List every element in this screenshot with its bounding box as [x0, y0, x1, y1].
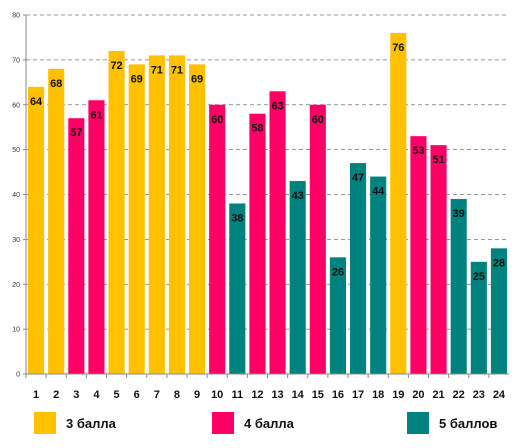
x-tick-label: 15 — [312, 389, 324, 401]
bar — [209, 104, 226, 374]
data-label: 60 — [211, 114, 223, 126]
y-tick-label: 10 — [12, 327, 20, 334]
bar — [68, 118, 85, 375]
data-label: 39 — [453, 208, 465, 220]
data-label: 76 — [392, 42, 404, 54]
bar — [88, 100, 105, 374]
bar — [148, 55, 165, 374]
legend-swatch-3 — [34, 412, 56, 434]
y-tick-label: 20 — [12, 282, 20, 289]
data-label: 69 — [131, 73, 143, 85]
x-tick-label: 12 — [251, 389, 263, 401]
legend-label-3: 3 балла — [66, 415, 116, 431]
data-label: 51 — [432, 154, 444, 166]
legend-label-5: 5 баллов — [439, 415, 498, 431]
x-tick-label: 10 — [211, 389, 223, 401]
bar — [329, 257, 346, 374]
x-tick-label: 7 — [154, 389, 160, 401]
y-tick-label: 70 — [12, 57, 20, 64]
data-label: 69 — [191, 73, 203, 85]
x-tick-label: 20 — [412, 389, 424, 401]
x-tick-label: 18 — [372, 389, 384, 401]
bar — [28, 86, 45, 375]
x-tick-label: 16 — [332, 389, 344, 401]
data-label: 61 — [90, 109, 102, 121]
legend-item-5: 5 баллов — [407, 410, 497, 436]
legend-item-4: 4 балла — [212, 410, 294, 436]
bar — [450, 198, 467, 374]
legend-item-3: 3 балла — [34, 410, 116, 436]
bar — [390, 32, 407, 374]
y-tick-label: 0 — [16, 372, 20, 379]
data-labels: 64 68 57 61 72 69 71 71 69 60 38 58 63 43 60 26 47 44 76 53… — [30, 42, 505, 283]
x-tick-label: 4 — [93, 389, 100, 401]
y-tick-label: 50 — [12, 147, 20, 154]
x-tick-label: 14 — [292, 389, 305, 401]
grid-lines — [26, 14, 509, 330]
x-tick-label: 11 — [231, 389, 243, 401]
x-tick-label: 17 — [352, 389, 364, 401]
x-tick-label: 5 — [114, 389, 120, 401]
y-tick-label: 40 — [12, 192, 20, 199]
data-label: 64 — [30, 96, 43, 108]
bar — [108, 50, 125, 375]
data-label: 44 — [372, 186, 385, 198]
bar — [430, 145, 447, 374]
data-label: 53 — [412, 145, 424, 157]
data-label: 43 — [292, 190, 304, 202]
bar — [470, 261, 487, 374]
x-tick-label: 19 — [392, 389, 404, 401]
data-label: 28 — [493, 257, 505, 269]
x-tick-label: 8 — [174, 389, 180, 401]
data-label: 68 — [50, 78, 62, 90]
data-label: 25 — [473, 271, 485, 283]
bar — [189, 64, 206, 375]
x-axis-ticks: 1 2 3 4 5 6 7 8 9 10 11 12 13 14 15 16 17 18 19 20 21 22 23 24 — [25, 374, 506, 401]
legend-swatch-5 — [407, 412, 429, 434]
x-tick-label: 21 — [432, 389, 444, 401]
x-tick-label: 1 — [33, 389, 39, 401]
data-label: 71 — [171, 64, 183, 76]
legend-label-4: 4 балла — [244, 415, 294, 431]
bars — [28, 32, 507, 375]
x-tick-label: 3 — [73, 389, 79, 401]
y-tick-label: 60 — [12, 102, 20, 109]
x-tick-label: 23 — [473, 389, 485, 401]
y-tick-label: 80 — [12, 13, 20, 20]
x-tick-label: 22 — [453, 389, 465, 401]
data-label: 72 — [110, 60, 122, 72]
bar — [350, 163, 367, 374]
data-label: 26 — [332, 266, 344, 278]
bar — [128, 64, 145, 375]
x-tick-label: 13 — [271, 389, 283, 401]
bar — [370, 176, 387, 374]
x-tick-label: 9 — [194, 389, 200, 401]
bar — [249, 113, 266, 374]
data-label: 57 — [70, 127, 82, 139]
data-label: 71 — [151, 64, 163, 76]
bar — [309, 104, 326, 374]
bar — [229, 203, 246, 374]
data-label: 58 — [251, 123, 263, 135]
y-axis-ticks: 0 10 20 30 40 50 60 70 80 — [12, 13, 26, 379]
legend-swatch-4 — [212, 412, 234, 434]
x-tick-label: 24 — [493, 389, 506, 401]
bar — [410, 136, 427, 374]
bar — [289, 181, 306, 374]
data-label: 63 — [271, 100, 283, 112]
bar — [490, 248, 507, 374]
data-label: 47 — [352, 172, 364, 184]
data-label: 38 — [231, 212, 243, 224]
y-tick-label: 30 — [12, 237, 20, 244]
bar — [48, 68, 65, 374]
bar — [168, 55, 185, 374]
bar — [269, 91, 286, 374]
x-tick-label: 6 — [134, 389, 140, 401]
data-label: 60 — [312, 114, 324, 126]
x-tick-label: 2 — [53, 389, 59, 401]
